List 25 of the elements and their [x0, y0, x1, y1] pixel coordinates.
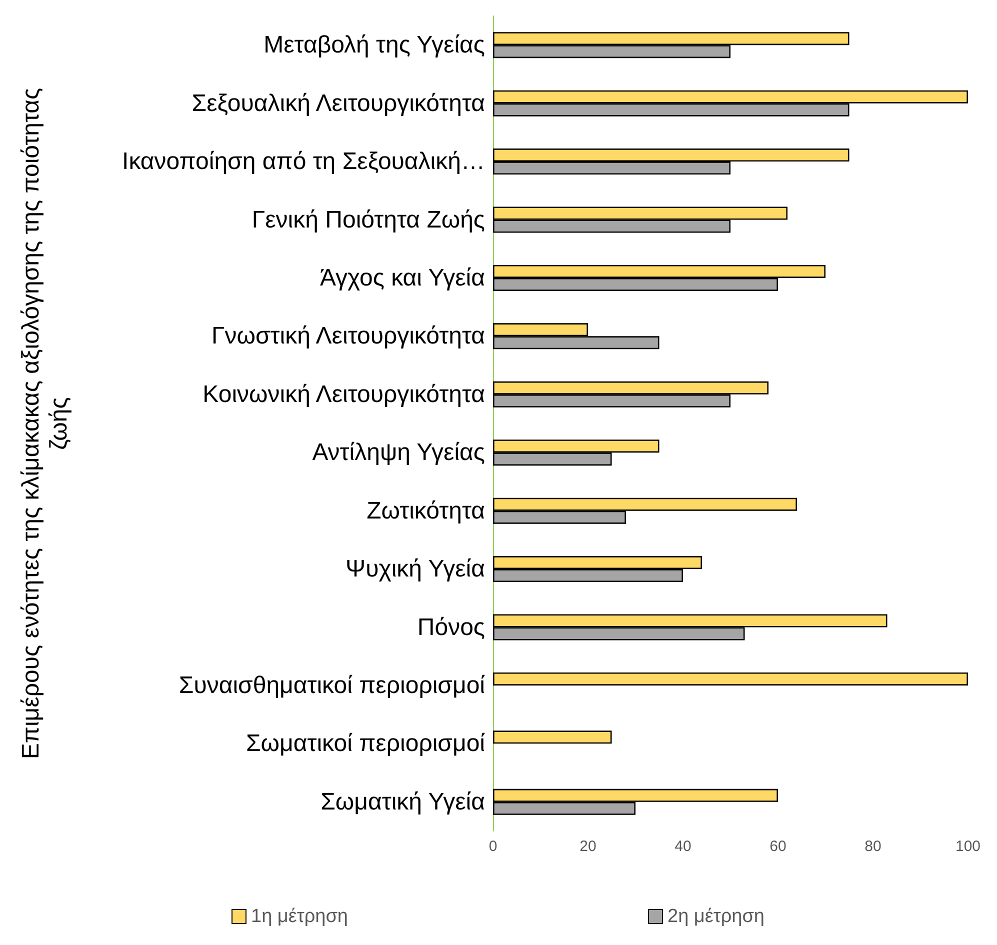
y-tick-label: Σεξουαλική Λειτουργικότητα	[192, 90, 486, 117]
y-tick-label: Ζωτικότητα	[366, 497, 486, 524]
legend-label: 1η μέτρηση	[250, 906, 348, 927]
y-tick-label: Κοινωνική Λειτουργικότητα	[202, 380, 486, 408]
y-tick-label: Σωματικοί περιορισμοί	[246, 730, 486, 758]
y-tick-label: Συναισθηματικοί περιορισμοί	[178, 672, 486, 699]
bar	[493, 730, 612, 744]
y-tick-label: Άγχος και Υγεία	[320, 264, 486, 292]
x-tick-label: 0	[488, 838, 498, 855]
y-tick-label: Γενική Ποιότητα Ζωής	[252, 206, 485, 234]
y-axis-title: Επιμέρους ενότητες της κλίμακακας αξιολόγησης της ποιότητας ζωής	[18, 88, 72, 760]
y-tick-label: Αντίληψη Υγείας	[312, 439, 485, 466]
y-tick-label: Πόνος	[417, 614, 485, 641]
legend-label: 2η μέτρηση	[668, 906, 765, 927]
bar	[493, 672, 968, 686]
y-tick-label: Ψυχική Υγεία	[346, 556, 486, 583]
x-tick-label: 100	[955, 838, 981, 855]
x-tick-label: 80	[864, 838, 882, 855]
y-tick-label: Ικανοποίηση από τη Σεξουαλική…	[122, 148, 485, 176]
x-tick-label: 20	[580, 838, 596, 855]
y-tick-label: Γνωστική Λειτουργικότητα	[212, 322, 486, 350]
y-tick-label: Μεταβολή της Υγείας	[264, 32, 485, 59]
y-tick-label: Σωματική Υγεία	[320, 788, 486, 816]
x-tick-label: 40	[674, 838, 692, 855]
x-tick-label: 60	[770, 838, 786, 855]
